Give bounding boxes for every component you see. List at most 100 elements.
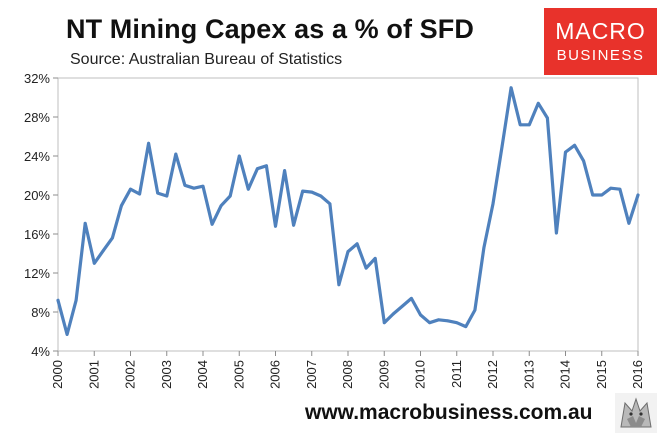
data-point [83,221,87,225]
data-point [183,183,187,187]
data-point [382,321,386,325]
y-tick-label: 12% [24,266,50,281]
x-tick-label: 2012 [485,360,500,389]
logo-line-1: MACRO [555,18,646,44]
data-point [582,159,586,163]
data-point [355,242,359,246]
y-tick-label: 24% [24,149,50,164]
y-tick-label: 8% [31,305,50,320]
plot-area-border [57,77,639,352]
data-point [545,116,549,120]
data-point [373,256,377,260]
website-url: www.macrobusiness.com.au [305,401,593,424]
x-tick-label: 2013 [521,360,536,389]
data-point [437,318,441,322]
data-point [92,261,96,265]
x-tick-label: 2014 [558,360,573,389]
data-point [201,184,205,188]
data-point [319,194,323,198]
data-point [165,194,169,198]
data-point [101,249,105,252]
series-line [56,86,640,336]
data-point [237,154,241,158]
data-point [174,152,178,156]
x-tick-label: 2015 [594,360,609,389]
chart-subtitle: Source: Australian Bureau of Statistics [70,51,343,68]
data-point [328,202,332,206]
x-tick-label: 2001 [86,360,101,389]
x-tick-label: 2005 [231,360,246,389]
data-point [446,319,450,323]
data-point [509,86,513,90]
data-point [337,283,341,287]
x-tick-label: 2006 [268,360,283,389]
data-point [400,304,404,308]
x-tick-label: 2000 [50,360,65,389]
data-point [255,167,259,171]
data-point [246,187,250,191]
data-point [555,231,558,235]
data-point [219,204,223,208]
data-point [74,298,78,302]
x-tick-label: 2003 [159,360,174,389]
data-point [573,143,576,147]
y-tick-label: 4% [31,344,50,359]
data-point [410,296,413,300]
logo-line-2: BUSINESS [556,47,645,64]
macrobusiness-logo: MACRO BUSINESS [544,8,657,75]
x-tick-label: 2009 [376,360,391,389]
x-tick-label: 2008 [340,360,355,389]
data-point [301,189,305,193]
x-tick-label: 2002 [123,360,138,389]
data-point [228,194,232,198]
data-point [210,222,214,226]
data-point [391,312,395,316]
data-point [609,186,613,190]
y-tick-label: 20% [24,188,50,203]
data-point [265,164,268,168]
data-point [473,308,477,312]
data-point [138,192,141,196]
data-point [283,169,286,173]
data-point [56,298,60,302]
data-point [482,246,486,250]
data-point [346,250,350,253]
data-point [518,123,522,127]
data-point [120,204,123,208]
data-point [274,224,277,228]
wolf-mascot-icon [615,393,657,433]
y-tick-label: 32% [24,71,50,86]
data-point [110,236,114,240]
data-point [192,186,196,190]
data-point [591,193,595,197]
data-point [156,191,160,195]
data-point [129,187,132,191]
data-point [491,202,495,206]
data-point [292,223,296,227]
data-point [618,187,622,191]
data-point [455,321,459,325]
data-point [428,321,431,325]
x-tick-label: 2011 [449,360,464,388]
x-tick-label: 2007 [304,360,319,389]
data-point [147,141,151,145]
data-point [636,193,640,197]
data-point [364,266,368,270]
y-tick-label: 28% [24,110,50,125]
y-tick-label: 16% [24,227,50,242]
x-tick-label: 2016 [630,360,645,389]
data-point [310,190,314,194]
data-point [527,123,531,127]
data-point [419,313,422,317]
chart-title: NT Mining Capex as a % of SFD [66,14,474,44]
data-point [600,193,604,197]
data-point [627,221,631,225]
data-point [536,101,540,105]
data-point [65,333,69,336]
data-point [464,325,468,329]
data-point [500,144,504,148]
x-tick-label: 2010 [413,360,428,389]
x-tick-label: 2004 [195,360,210,389]
data-point [564,150,567,154]
